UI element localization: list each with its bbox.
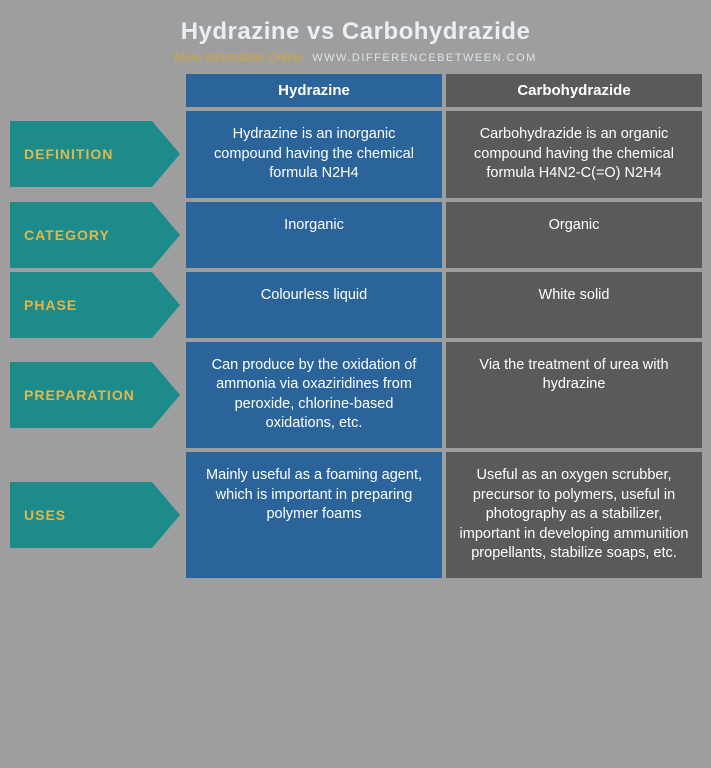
cell-text: White solid bbox=[458, 286, 690, 306]
row-label-cell: USES bbox=[10, 452, 182, 578]
cell-left: Can produce by the oxidation of ammonia … bbox=[186, 342, 442, 448]
header-spacer bbox=[10, 74, 182, 107]
cell-text: Colourless liquid bbox=[198, 286, 430, 306]
column-header-left: Hydrazine bbox=[186, 74, 442, 107]
cell-text: Organic bbox=[458, 216, 690, 236]
row-label: DEFINITION bbox=[10, 121, 152, 187]
site-url: WWW.DIFFERENCEBETWEEN.COM bbox=[312, 52, 537, 64]
row-label: CATEGORY bbox=[10, 202, 152, 268]
cell-right: Organic bbox=[446, 202, 702, 268]
row-label-cell: CATEGORY bbox=[10, 202, 182, 268]
cell-right: White solid bbox=[446, 272, 702, 338]
cell-right: Useful as an oxygen scrubber, precursor … bbox=[446, 452, 702, 578]
cell-left: Hydrazine is an inorganic compound havin… bbox=[186, 111, 442, 198]
cell-text: Mainly useful as a foaming agent, which … bbox=[198, 466, 430, 525]
cell-text: Via the treatment of urea with hydrazine bbox=[458, 356, 690, 395]
subtitle-row: More Information Online WWW.DIFFERENCEBE… bbox=[10, 50, 701, 64]
cell-text: Carbohydrazide is an organic compound ha… bbox=[458, 125, 690, 184]
row-label-cell: PHASE bbox=[10, 272, 182, 338]
cell-left: Inorganic bbox=[186, 202, 442, 268]
main-title: Hydrazine vs Carbohydrazide bbox=[181, 18, 531, 45]
row-label-cell: DEFINITION bbox=[10, 111, 182, 198]
cell-right: Via the treatment of urea with hydrazine bbox=[446, 342, 702, 448]
cell-text: Can produce by the oxidation of ammonia … bbox=[198, 356, 430, 434]
title-row: Hydrazine vs Carbohydrazide bbox=[10, 18, 701, 46]
row-label: PREPARATION bbox=[10, 362, 152, 428]
cell-text: Useful as an oxygen scrubber, precursor … bbox=[458, 466, 690, 564]
comparison-infographic: Hydrazine vs Carbohydrazide More Informa… bbox=[0, 0, 711, 588]
cell-text: Inorganic bbox=[198, 216, 430, 236]
cell-text: Hydrazine is an inorganic compound havin… bbox=[198, 125, 430, 184]
comparison-grid: Hydrazine Carbohydrazide DEFINITION Hydr… bbox=[10, 74, 701, 578]
cell-right: Carbohydrazide is an organic compound ha… bbox=[446, 111, 702, 198]
more-info-label: More Information Online bbox=[174, 50, 303, 64]
cell-left: Colourless liquid bbox=[186, 272, 442, 338]
row-label-cell: PREPARATION bbox=[10, 342, 182, 448]
cell-left: Mainly useful as a foaming agent, which … bbox=[186, 452, 442, 578]
column-header-right: Carbohydrazide bbox=[446, 74, 702, 107]
row-label: USES bbox=[10, 482, 152, 548]
row-label: PHASE bbox=[10, 272, 152, 338]
